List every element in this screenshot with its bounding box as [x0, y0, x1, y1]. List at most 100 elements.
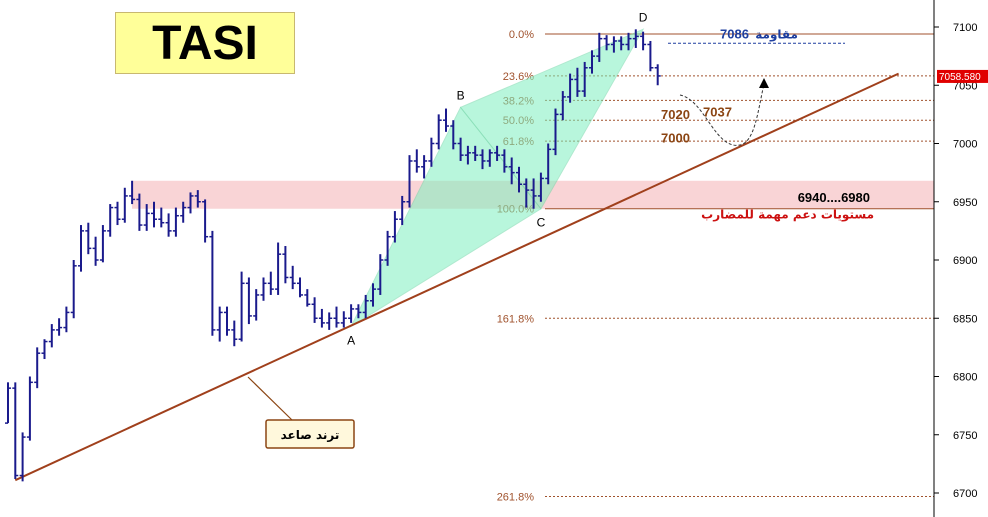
price-bar — [457, 137, 464, 161]
price-bar — [56, 318, 63, 336]
price-marker-label: 7058.580 — [939, 72, 981, 83]
uptrend-line — [14, 72, 900, 482]
price-bar — [603, 35, 610, 51]
price-bar — [114, 201, 121, 226]
price-bar — [202, 199, 209, 243]
price-bar — [589, 50, 595, 74]
price-bar — [85, 222, 92, 255]
price-bar — [391, 211, 398, 243]
price-bar — [435, 114, 442, 150]
projection-curve — [679, 83, 765, 146]
target-value: 7037 — [703, 104, 732, 119]
y-tick-label: 7100 — [953, 22, 977, 34]
price-bar — [348, 304, 355, 323]
price-bar — [333, 306, 340, 328]
price-bar — [304, 289, 311, 307]
pattern-bcd-triangle — [459, 28, 645, 210]
price-bar — [450, 120, 457, 150]
price-bar — [275, 242, 282, 295]
price-bar — [552, 108, 559, 156]
price-bar — [297, 277, 303, 298]
price-bar — [99, 225, 106, 263]
price-bar — [129, 180, 136, 205]
y-tick-label: 6950 — [953, 197, 977, 209]
price-bar — [501, 149, 508, 173]
price-bar — [260, 277, 267, 301]
price-bar — [377, 254, 384, 295]
price-bar — [143, 204, 150, 231]
price-bar — [231, 320, 238, 347]
fib-label: 161.8% — [497, 313, 535, 325]
price-bar — [311, 297, 318, 323]
price-bar — [647, 40, 654, 72]
price-bar — [34, 347, 41, 389]
price-bar — [165, 213, 172, 237]
price-bar — [654, 64, 661, 86]
price-bar — [508, 157, 515, 185]
price-bar — [216, 306, 223, 342]
y-tick-label: 6700 — [953, 488, 977, 500]
price-bar — [158, 207, 165, 228]
price-bar — [559, 91, 566, 121]
price-bar — [187, 192, 194, 214]
y-tick-label: 6800 — [953, 372, 977, 384]
price-bar — [523, 178, 530, 208]
price-bar — [486, 149, 493, 167]
price-bar — [494, 145, 501, 161]
y-tick-label: 7050 — [953, 80, 977, 92]
price-bar — [384, 230, 391, 266]
price-bar — [136, 193, 143, 231]
price-bar — [26, 376, 33, 441]
price-bar — [610, 36, 617, 53]
fib-label: 0.0% — [509, 29, 534, 41]
price-bar — [355, 304, 362, 319]
price-bar — [640, 31, 647, 51]
price-bar — [121, 187, 128, 223]
price-bar — [253, 289, 260, 321]
price-bar — [289, 265, 296, 290]
price-bar — [48, 324, 55, 348]
price-bar — [545, 143, 552, 185]
y-tick-label: 6900 — [953, 255, 977, 267]
support-zone-range: 6940....6980 — [798, 190, 870, 205]
price-bar — [194, 190, 201, 208]
price-bar — [12, 382, 19, 480]
price-bars — [5, 29, 661, 482]
price-bar — [92, 236, 99, 266]
price-bar — [530, 178, 537, 209]
price-bar — [107, 204, 114, 237]
pattern-point-c: C — [537, 216, 546, 230]
price-bar — [413, 149, 420, 173]
price-bar — [567, 73, 574, 103]
price-bar — [267, 271, 274, 295]
price-bar — [632, 29, 639, 48]
chart-title: TASI — [115, 12, 295, 74]
target-value: 7000 — [661, 131, 690, 146]
fib-label: 261.8% — [497, 491, 535, 503]
annotations: 7086 مقاومة 7037 7020 7000 6940....6980 مستويا… — [247, 26, 874, 449]
y-tick-label: 6850 — [953, 313, 977, 325]
price-bar — [318, 308, 325, 328]
price-bar — [581, 61, 588, 97]
price-bar — [245, 277, 252, 325]
target-value: 7020 — [661, 107, 690, 122]
price-bar — [209, 230, 216, 336]
harmonic-pattern-layer: A B C D — [347, 10, 648, 347]
trendline-layer — [14, 72, 900, 482]
price-bar — [479, 149, 486, 170]
price-bar — [472, 145, 479, 161]
y-tick-label: 7000 — [953, 139, 977, 151]
support-note: مستويات دعم مهمة للمضارب — [701, 208, 874, 223]
price-bar — [19, 432, 26, 482]
price-bar — [443, 108, 449, 132]
price-bar — [428, 137, 435, 167]
price-bar — [63, 306, 70, 333]
price-bar — [537, 172, 544, 202]
price-bar — [172, 207, 179, 237]
price-bar — [362, 294, 369, 319]
price-bar — [5, 382, 11, 424]
trend-callout-pointer — [247, 376, 293, 421]
price-bar — [41, 339, 48, 360]
pattern-point-b: B — [457, 88, 465, 102]
